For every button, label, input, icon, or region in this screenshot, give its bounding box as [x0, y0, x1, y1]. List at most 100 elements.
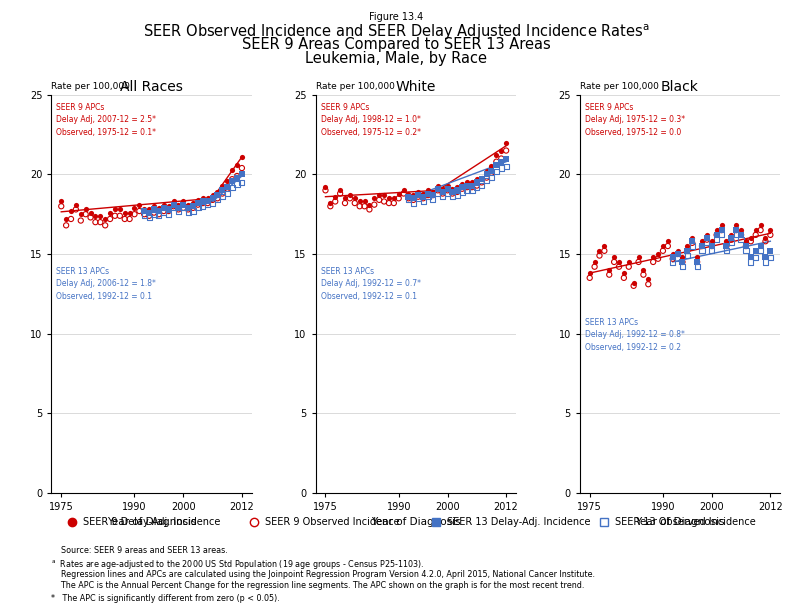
- Point: [348, 193, 361, 203]
- Point: [588, 262, 601, 272]
- Point: [676, 252, 689, 262]
- Point: [201, 200, 214, 209]
- Point: [584, 268, 596, 278]
- Point: [618, 268, 630, 278]
- Point: [764, 252, 777, 262]
- Point: [715, 230, 728, 240]
- Point: [715, 220, 728, 230]
- Title: All Races: All Races: [120, 80, 183, 94]
- Point: [461, 185, 474, 195]
- Point: [706, 246, 718, 256]
- Text: $^{\mathregular{a}}$  Rates are age-adjusted to the 2000 US Std Population (19 a: $^{\mathregular{a}}$ Rates are age-adjus…: [51, 558, 425, 571]
- Point: [427, 190, 440, 200]
- Text: SEER Observed Incidence and SEER Delay Adjusted Incidence Rates$^{\mathregular{a: SEER Observed Incidence and SEER Delay A…: [143, 23, 649, 42]
- Text: Rate per 100,000: Rate per 100,000: [51, 82, 131, 91]
- Point: [475, 174, 488, 184]
- Point: [495, 146, 508, 155]
- Point: [593, 251, 606, 261]
- Point: [211, 187, 224, 197]
- Point: [446, 188, 459, 198]
- Point: [196, 193, 209, 203]
- Point: [441, 188, 454, 198]
- Point: [730, 225, 743, 235]
- Point: [387, 193, 400, 203]
- Point: [79, 204, 92, 214]
- Point: [421, 185, 434, 195]
- Text: The APC is the Annual Percent Change for the regression line segments. The APC s: The APC is the Annual Percent Change for…: [51, 581, 584, 591]
- Point: [143, 212, 155, 222]
- Point: [613, 257, 626, 267]
- Point: [681, 246, 694, 256]
- Point: [407, 193, 420, 203]
- Point: [691, 262, 703, 272]
- Text: SEER 9 Delay-Adj. Incidence: SEER 9 Delay-Adj. Incidence: [83, 517, 220, 527]
- Point: [764, 225, 777, 235]
- Point: [358, 201, 371, 211]
- Point: [383, 198, 395, 208]
- Point: [167, 203, 180, 213]
- Point: [147, 207, 160, 217]
- Point: [192, 200, 204, 209]
- Point: [417, 196, 429, 206]
- Point: [490, 151, 503, 160]
- Point: [725, 238, 737, 248]
- Point: [187, 203, 200, 213]
- Point: [691, 257, 703, 267]
- Title: Black: Black: [661, 80, 699, 94]
- Point: [147, 209, 160, 219]
- Point: [607, 252, 620, 262]
- Point: [59, 220, 72, 230]
- Point: [201, 193, 214, 203]
- Point: [138, 204, 150, 214]
- Point: [402, 188, 415, 198]
- Point: [451, 182, 463, 192]
- Point: [642, 279, 655, 289]
- Point: [143, 207, 155, 217]
- Point: [701, 233, 714, 243]
- Point: [720, 241, 733, 251]
- Point: [500, 138, 512, 147]
- Point: [647, 257, 660, 267]
- Point: [744, 236, 757, 246]
- Point: [623, 257, 635, 267]
- Point: [749, 225, 762, 235]
- Text: SEER 13 APCs
Delay Adj, 2006-12 = 1.8*
Observed, 1992-12 = 0.1: SEER 13 APCs Delay Adj, 2006-12 = 1.8* O…: [56, 267, 156, 300]
- Point: [666, 254, 679, 264]
- Point: [441, 185, 454, 195]
- Text: SEER 13 Delay-Adj. Incidence: SEER 13 Delay-Adj. Incidence: [447, 517, 591, 527]
- Point: [598, 241, 611, 251]
- Point: [407, 195, 420, 205]
- Point: [725, 230, 737, 240]
- Point: [196, 201, 209, 211]
- Point: [666, 257, 679, 267]
- Title: White: White: [396, 80, 436, 94]
- Point: [138, 211, 150, 221]
- Point: [672, 246, 684, 256]
- Point: [333, 185, 346, 195]
- Text: Rate per 100,000: Rate per 100,000: [580, 82, 659, 91]
- Point: [118, 207, 131, 217]
- Point: [412, 190, 425, 200]
- Point: [672, 249, 684, 259]
- Point: [402, 195, 415, 205]
- Point: [744, 233, 757, 243]
- Point: [221, 188, 234, 198]
- Point: [412, 193, 425, 203]
- Point: [378, 196, 390, 206]
- Point: [652, 254, 664, 264]
- Point: [70, 200, 82, 209]
- Point: [319, 185, 332, 195]
- Text: Figure 13.4: Figure 13.4: [369, 12, 423, 22]
- Point: [94, 211, 107, 221]
- Text: SEER 9 APCs
Delay Adj, 1975-12 = 0.3*
Observed, 1975-12 = 0.0: SEER 9 APCs Delay Adj, 1975-12 = 0.3* Ob…: [584, 103, 685, 137]
- Point: [695, 236, 708, 246]
- Point: [627, 281, 640, 291]
- Point: [760, 257, 772, 267]
- Point: [192, 195, 204, 205]
- Point: [740, 241, 752, 251]
- Point: [485, 166, 498, 176]
- Point: [475, 177, 488, 187]
- Point: [187, 198, 200, 208]
- Point: [162, 206, 175, 216]
- Point: [211, 190, 224, 200]
